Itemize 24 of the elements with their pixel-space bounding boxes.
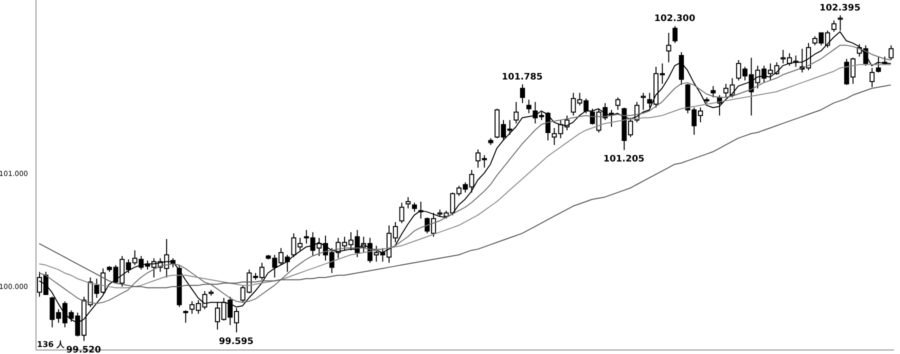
annotation: 102.395: [819, 3, 860, 14]
candlestick: [672, 26, 678, 44]
candlestick: [526, 99, 532, 114]
candlestick: [412, 202, 417, 212]
candlestick: [710, 86, 716, 98]
candlestick: [666, 32, 672, 63]
candlestick: [888, 44, 894, 61]
candlestick: [406, 196, 411, 209]
candlestick: [640, 92, 646, 110]
annotation: 99.595: [218, 336, 254, 347]
annotation: 99.520: [66, 345, 102, 354]
annotation: 101.205: [603, 154, 644, 164]
candlestick: [870, 67, 875, 88]
candlestick: [514, 101, 519, 124]
annotation: 102.300: [654, 14, 696, 24]
annotation: 136 人: [37, 339, 64, 350]
candlestick: [831, 20, 836, 32]
candlestick: [615, 96, 620, 110]
candlestick: [876, 56, 881, 73]
annotation: 101.785: [502, 72, 543, 82]
candlestick: [520, 84, 526, 104]
candlestick: [399, 202, 404, 224]
candlestick: [678, 52, 684, 86]
candlestick: [183, 310, 188, 324]
